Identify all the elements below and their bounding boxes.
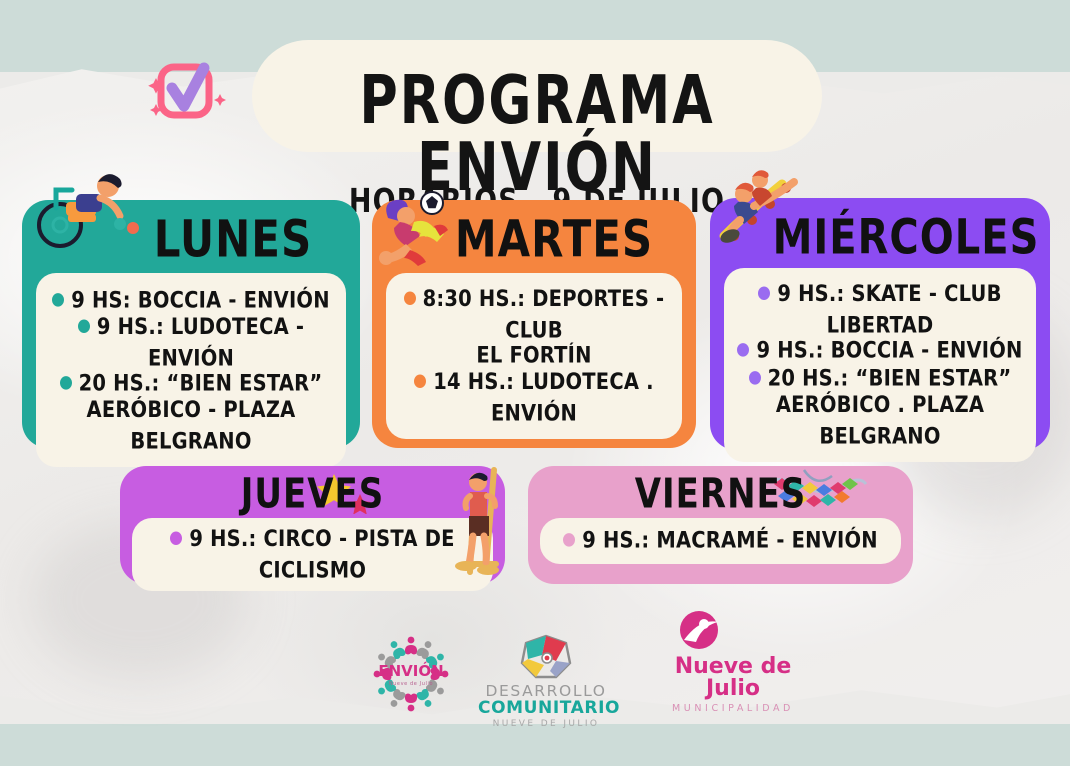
- day-title-jueves: JUEVES: [240, 470, 385, 519]
- bullet-dot-icon: [563, 533, 576, 547]
- event-line: 9 HS.: LUDOTECA - ENVIÓN: [46, 311, 336, 373]
- event-text: 9 HS.: LUDOTECA - ENVIÓN: [96, 313, 305, 371]
- day-events-miercoles: 9 HS.: SKATE - CLUB LIBERTAD 9 HS.: BOCCI…: [724, 268, 1036, 463]
- event-line: 20 HS.: “BIEN ESTAR”: [46, 368, 336, 399]
- bullet-dot-icon: [748, 371, 761, 385]
- event-text: 8:30 HS.: DEPORTES - CLUB: [422, 285, 665, 343]
- bullet-dot-icon: [59, 376, 72, 390]
- event-line: 8:30 HS.: DEPORTES - CLUB: [396, 284, 672, 346]
- bullet-dot-icon: [414, 374, 427, 389]
- event-line: 9 HS.: MACRAMÉ - ENVIÓN: [548, 525, 893, 556]
- event-line: 14 HS.: LUDOTECA . ENVIÓN: [396, 367, 672, 429]
- logo-envion: ENVIÓN Nueve de Julio: [352, 628, 470, 720]
- bullet-dot-icon: [403, 291, 416, 305]
- event-line: EL FORTÍN: [396, 341, 672, 372]
- event-line: 20 HS.: “BIEN ESTAR”: [734, 363, 1026, 394]
- logo-municipalidad: Nueve de Julio MUNICIPALIDAD: [648, 611, 818, 718]
- day-title-martes: MARTES: [454, 209, 654, 269]
- bullet-dot-icon: [170, 531, 183, 545]
- municipalidad-mark-icon: [680, 611, 718, 649]
- event-text: AERÓBICO - PLAZA BELGRANO: [86, 396, 296, 454]
- desarrollo-line3: NUEVE DE JULIO: [492, 719, 600, 730]
- envion-logo-text: ENVIÓN: [378, 661, 443, 680]
- event-text: 9 HS.: CIRCO - PISTA DE CICLISMO: [189, 525, 455, 583]
- day-events-viernes: 9 HS.: MACRAMÉ - ENVIÓN: [540, 518, 901, 564]
- day-card-miercoles[interactable]: MIÉRCOLES 9 HS.: SKATE - CLUB LIBERTAD 9 …: [710, 170, 1050, 463]
- event-text: 9 HS.: SKATE - CLUB LIBERTAD: [777, 280, 1002, 338]
- day-card-martes[interactable]: MARTES 8:30 HS.: DEPORTES - CLUB EL FORTÍ…: [372, 191, 696, 448]
- background-band-bottom: [0, 724, 1070, 766]
- bullet-dot-icon: [758, 286, 771, 300]
- page-title: PROGRAMA ENVIÓN: [359, 61, 715, 207]
- day-events-martes: 8:30 HS.: DEPORTES - CLUB EL FORTÍN 14 HS.…: [386, 273, 682, 440]
- event-text: 20 HS.: “BIEN ESTAR”: [78, 370, 323, 397]
- event-text: EL FORTÍN: [476, 342, 592, 369]
- logo-desarrollo-comunitario: DESARROLLO COMUNITARIO NUEVE DE JULIO: [478, 634, 621, 729]
- event-line: AERÓBICO - PLAZA BELGRANO: [46, 394, 336, 456]
- event-line: 9 HS.: CIRCO - PISTA DE CICLISMO: [140, 524, 485, 586]
- bullet-dot-icon: [737, 343, 750, 357]
- day-title-viernes: VIERNES: [634, 470, 807, 519]
- header: PROGRAMA ENVIÓN HORARIOS - 9 DE JULIO: [0, 34, 1070, 220]
- municipalidad-line1: Nueve de Julio: [674, 654, 792, 701]
- event-text: 9 HS.: MACRAMÉ - ENVIÓN: [582, 527, 878, 554]
- footer-logos: ENVIÓN Nueve de Julio DESARROLLO COMUNIT…: [0, 611, 1070, 729]
- check-box-icon: [148, 62, 226, 119]
- day-card-jueves[interactable]: JUEVES 9 HS.: CIRCO - PISTA DE CICLISMO: [120, 466, 505, 592]
- day-card-lunes[interactable]: LUNES 9 HS: BOCCIA - ENVIÓN 9 HS.: LUDOTE…: [22, 174, 360, 468]
- bullet-dot-icon: [52, 293, 65, 307]
- desarrollo-line2: COMUNITARIO: [478, 697, 621, 718]
- day-title-lunes: LUNES: [153, 209, 313, 269]
- event-line: 9 HS.: BOCCIA - ENVIÓN: [734, 336, 1026, 367]
- bullet-dot-icon: [77, 319, 90, 333]
- event-line: AERÓBICO . PLAZA BELGRANO: [734, 389, 1026, 451]
- event-line: 9 HS: BOCCIA - ENVIÓN: [46, 285, 336, 316]
- event-text: 9 HS.: BOCCIA - ENVIÓN: [756, 337, 1023, 364]
- day-card-viernes[interactable]: VIERNES 9 HS.: MACRAMÉ - ENVIÓN: [528, 466, 913, 584]
- event-text: 14 HS.: LUDOTECA . ENVIÓN: [433, 368, 654, 426]
- event-text: 20 HS.: “BIEN ESTAR”: [767, 365, 1012, 392]
- event-text: 9 HS: BOCCIA - ENVIÓN: [71, 287, 330, 314]
- desarrollo-emblem-icon: [520, 634, 572, 679]
- envion-ring-icon: ENVIÓN Nueve de Julio: [373, 636, 449, 712]
- event-line: 9 HS.: SKATE - CLUB LIBERTAD: [734, 279, 1026, 341]
- day-events-jueves: 9 HS.: CIRCO - PISTA DE CICLISMO: [132, 518, 493, 592]
- day-title-miercoles: MIÉRCOLES: [772, 210, 1040, 266]
- day-events-lunes: 9 HS: BOCCIA - ENVIÓN 9 HS.: LUDOTECA - E…: [36, 273, 346, 468]
- envion-logo-subtext: Nueve de Julio: [389, 681, 433, 687]
- desarrollo-line1: DESARROLLO: [485, 682, 607, 700]
- event-text: AERÓBICO . PLAZA BELGRANO: [775, 391, 985, 449]
- title-banner: PROGRAMA ENVIÓN HORARIOS - 9 DE JULIO: [252, 40, 822, 220]
- municipalidad-line2: MUNICIPALIDAD: [672, 703, 794, 714]
